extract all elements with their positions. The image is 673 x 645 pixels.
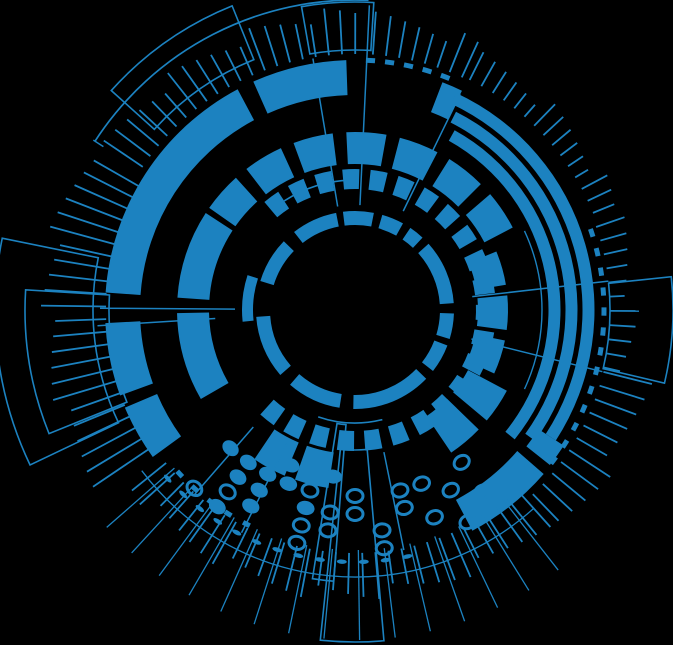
canvas-stage [0, 0, 673, 643]
tech-circle-graphic [0, 0, 673, 643]
